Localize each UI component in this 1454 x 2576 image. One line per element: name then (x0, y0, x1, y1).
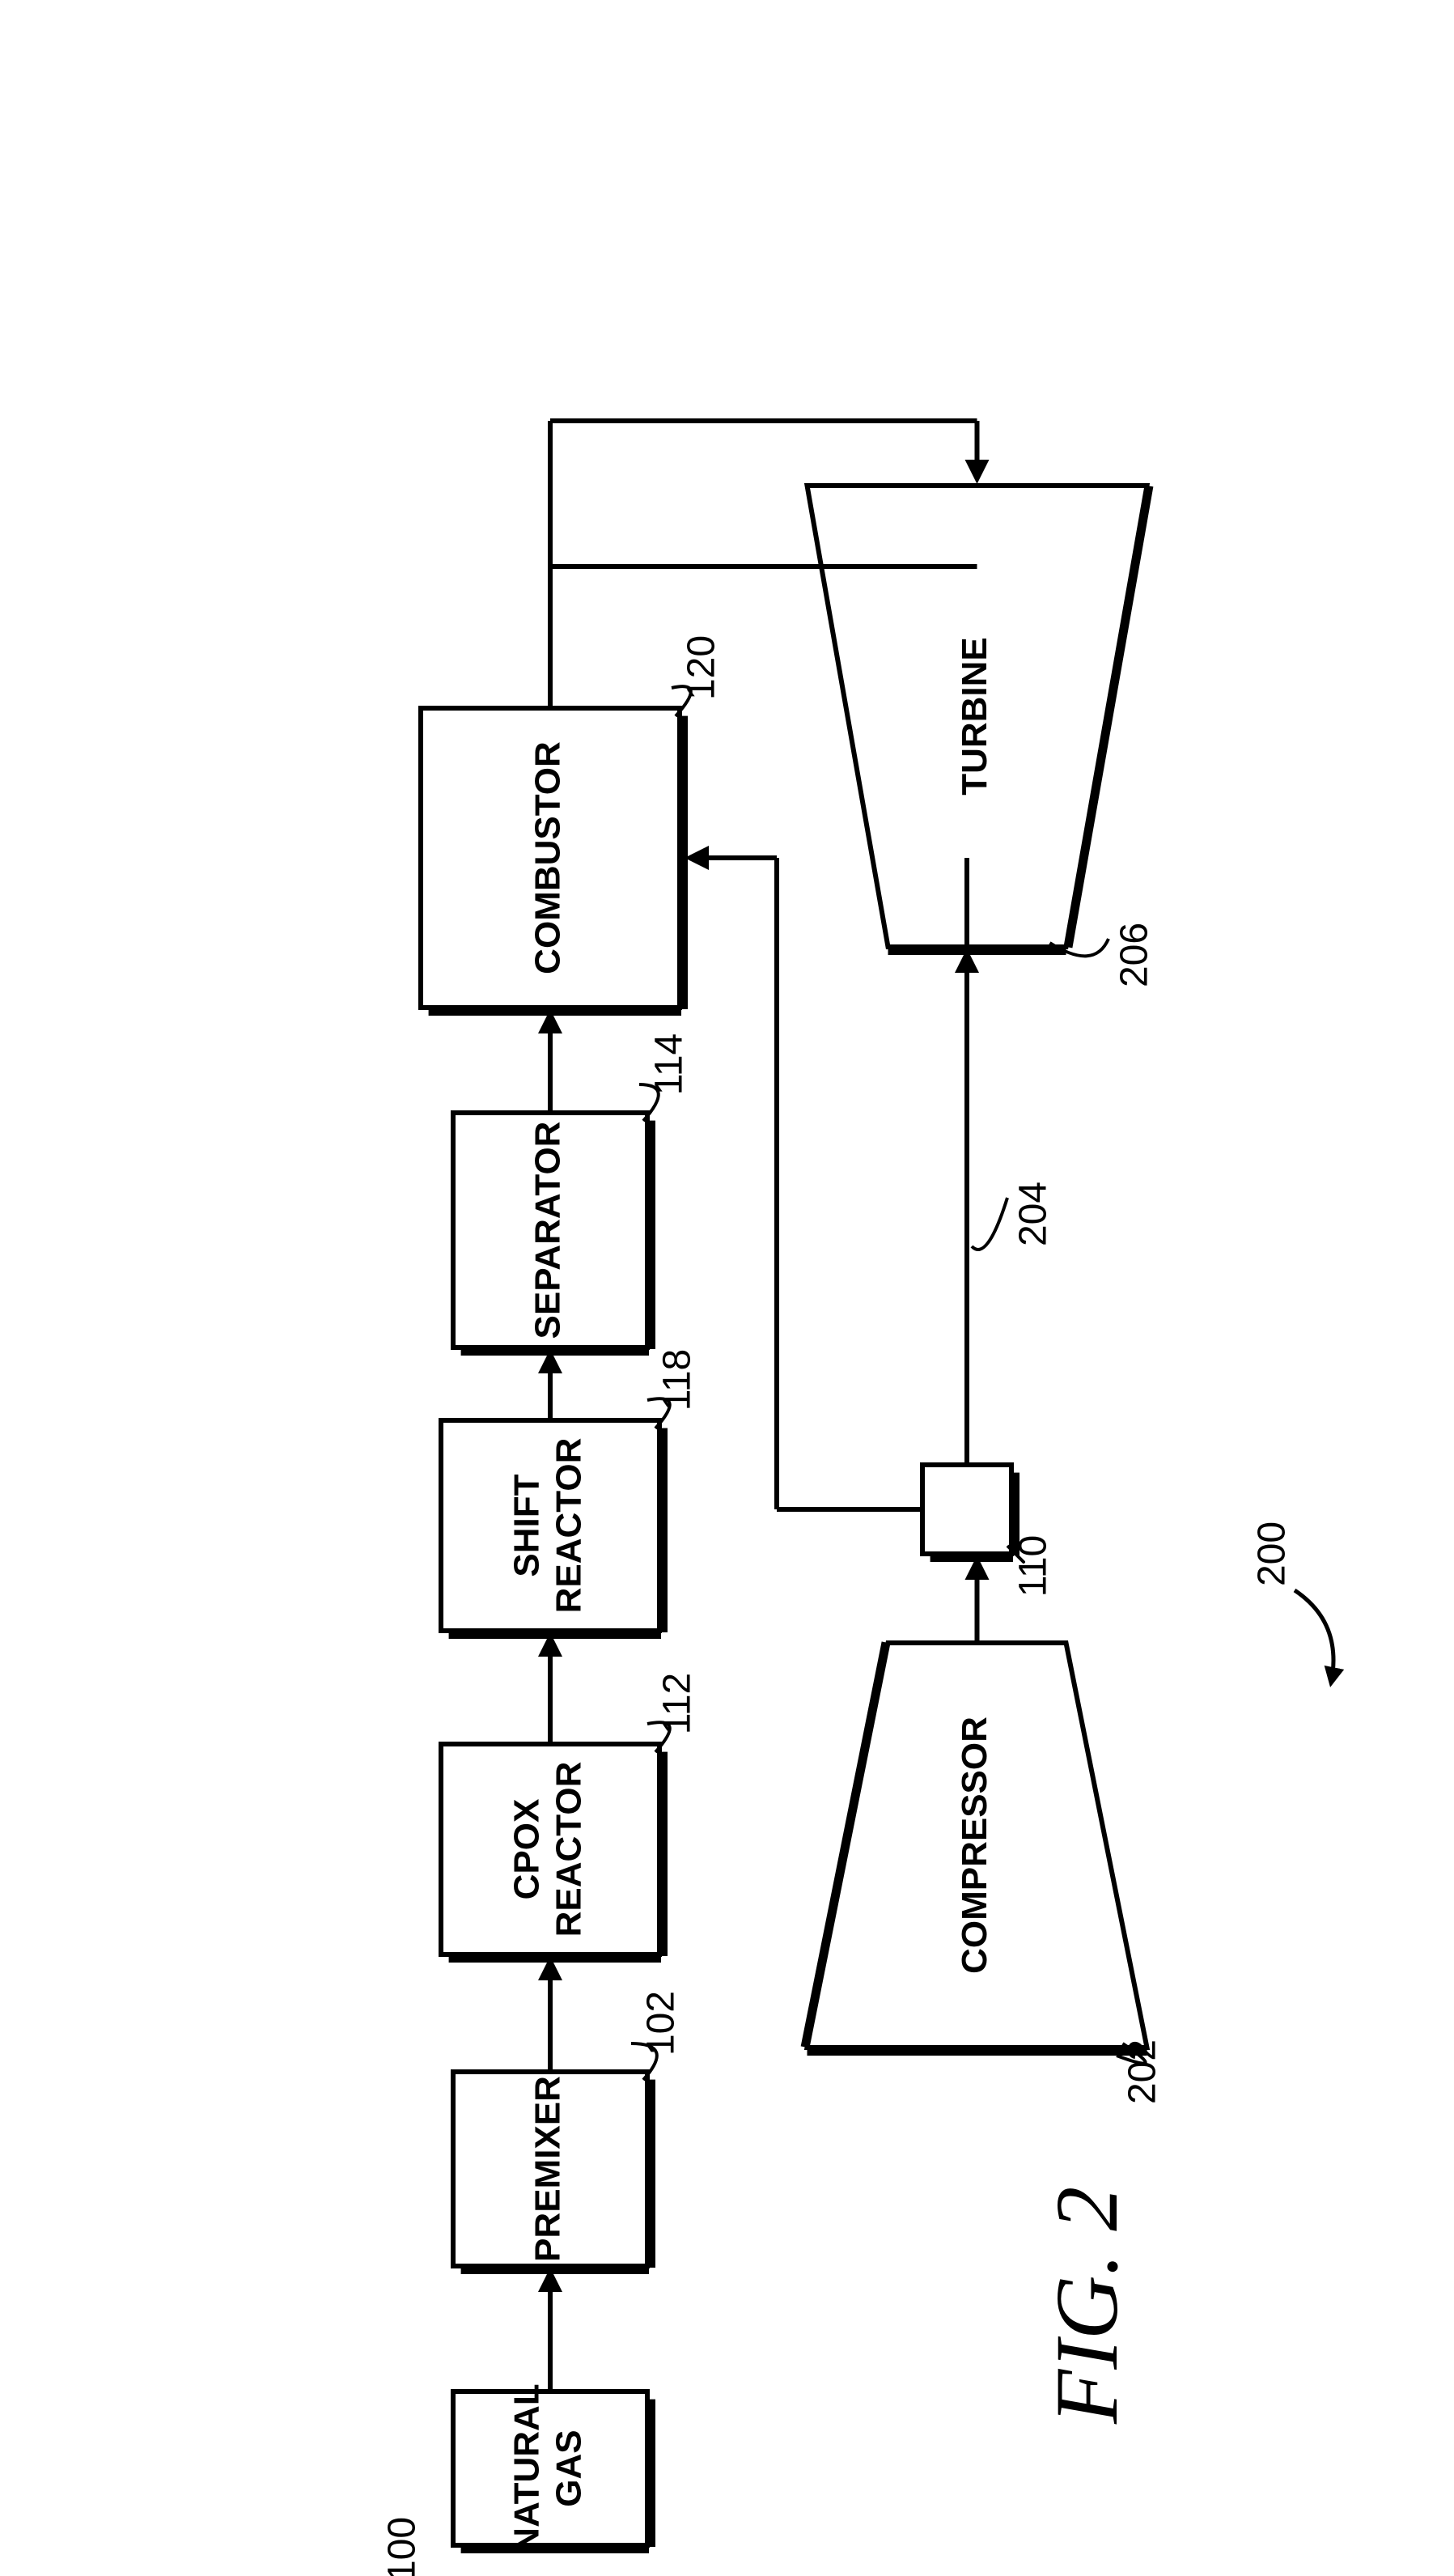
svg-text:112: 112 (656, 1673, 699, 1735)
svg-text:120: 120 (680, 635, 723, 700)
svg-text:202: 202 (1121, 2039, 1164, 2104)
svg-text:NATURAL: NATURAL (507, 2383, 547, 2553)
svg-text:TURBINE: TURBINE (955, 637, 994, 796)
svg-text:PREMIXER: PREMIXER (528, 2076, 568, 2262)
svg-text:SEPARATOR: SEPARATOR (528, 1122, 568, 1339)
svg-text:204: 204 (1012, 1182, 1055, 1246)
svg-text:200: 200 (1251, 1521, 1294, 1586)
svg-text:REACTOR: REACTOR (549, 1762, 589, 1937)
svg-text:114: 114 (648, 1033, 691, 1096)
svg-text:GAS: GAS (549, 2430, 589, 2506)
svg-text:118: 118 (656, 1349, 699, 1411)
svg-text:102: 102 (640, 1991, 683, 2056)
svg-text:110: 110 (1012, 1535, 1055, 1598)
svg-text:FIG. 2: FIG. 2 (1037, 2187, 1136, 2425)
svg-text:100: 100 (381, 2517, 424, 2576)
svg-text:CPOX: CPOX (507, 1799, 547, 1900)
svg-text:REACTOR: REACTOR (549, 1438, 589, 1614)
svg-text:SHIFT: SHIFT (507, 1474, 547, 1577)
svg-text:206: 206 (1113, 923, 1156, 987)
svg-text:COMPRESSOR: COMPRESSOR (955, 1717, 994, 1974)
svg-text:COMBUSTOR: COMBUSTOR (528, 741, 568, 974)
